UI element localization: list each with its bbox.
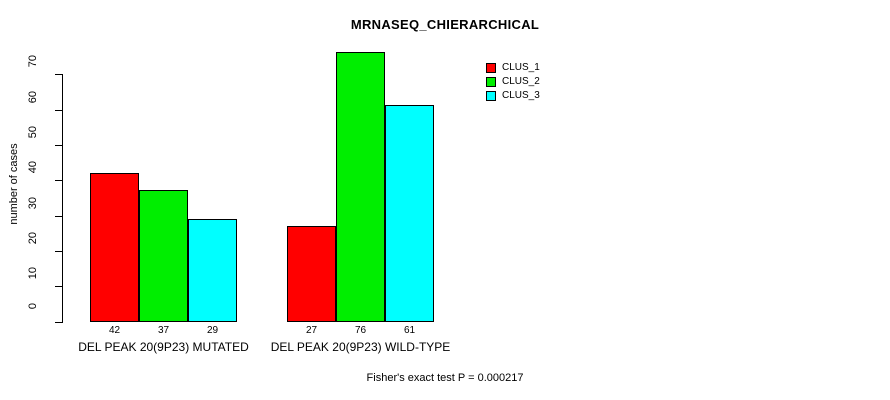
y-tick-label-50: 50 — [27, 126, 39, 139]
bar-value-wildtype-clus-1: 27 — [305, 325, 318, 336]
legend-swatch-clus-1 — [486, 63, 496, 73]
bar-mutated-clus-2[interactable] — [139, 190, 188, 322]
bar-value-wildtype-clus-2: 76 — [354, 325, 367, 336]
y-tick-label-10: 10 — [27, 267, 39, 280]
y-tick-label-40: 40 — [27, 161, 39, 174]
y-tick-40 — [55, 180, 62, 181]
legend-label-clus-1: CLUS_1 — [502, 62, 540, 73]
statistical-test-annotation: Fisher's exact test P = 0.000217 — [366, 372, 524, 384]
legend-item-clus-2[interactable]: CLUS_2 — [486, 75, 540, 89]
y-tick-30 — [55, 216, 62, 217]
y-tick-70 — [55, 74, 62, 75]
bar-mutated-clus-1[interactable] — [90, 172, 139, 322]
y-tick-label-0: 0 — [27, 303, 39, 310]
legend-label-clus-2: CLUS_2 — [502, 76, 540, 87]
legend-item-clus-1[interactable]: CLUS_1 — [486, 61, 540, 75]
bar-value-wildtype-clus-3: 61 — [403, 325, 416, 336]
y-tick-label-0-wrap: 0 — [14, 303, 52, 329]
legend-item-clus-3[interactable]: CLUS_3 — [486, 89, 540, 103]
chart-title: MRNASEQ_CHIERARCHICAL — [350, 17, 540, 32]
legend-swatch-clus-3 — [486, 91, 496, 101]
legend: CLUS_1 CLUS_2 CLUS_3 — [486, 61, 540, 103]
y-axis-title: number of cases — [8, 143, 20, 225]
y-axis-line — [62, 74, 63, 323]
y-tick-label-70: 70 — [27, 55, 39, 68]
y-tick-10 — [55, 286, 62, 287]
bar-wildtype-clus-2[interactable] — [336, 51, 385, 322]
y-tick-label-20: 20 — [27, 232, 39, 245]
legend-swatch-clus-2 — [486, 77, 496, 87]
group-label-mutated: DEL PEAK 20(9P23) MUTATED — [78, 340, 249, 354]
y-tick-label-60-wrap: 60 — [14, 91, 52, 117]
bar-mutated-clus-3[interactable] — [188, 218, 237, 322]
y-tick-label-60: 60 — [27, 91, 39, 104]
bar-value-mutated-clus-1: 42 — [108, 325, 121, 336]
y-tick-label-30: 30 — [27, 197, 39, 210]
y-tick-label-20-wrap: 20 — [14, 232, 52, 258]
y-tick-label-10-wrap: 10 — [14, 267, 52, 293]
y-tick-0 — [55, 322, 62, 323]
bar-value-mutated-clus-3: 29 — [206, 325, 219, 336]
y-tick-label-70-wrap: 70 — [14, 55, 52, 81]
y-tick-60 — [55, 110, 62, 111]
legend-label-clus-3: CLUS_3 — [502, 90, 540, 101]
y-tick-20 — [55, 251, 62, 252]
group-label-wildtype: DEL PEAK 20(9P23) WILD-TYPE — [270, 340, 451, 354]
y-tick-50 — [55, 145, 62, 146]
bar-wildtype-clus-1[interactable] — [287, 225, 336, 322]
bar-value-mutated-clus-2: 37 — [157, 325, 170, 336]
bar-wildtype-clus-3[interactable] — [385, 105, 434, 322]
